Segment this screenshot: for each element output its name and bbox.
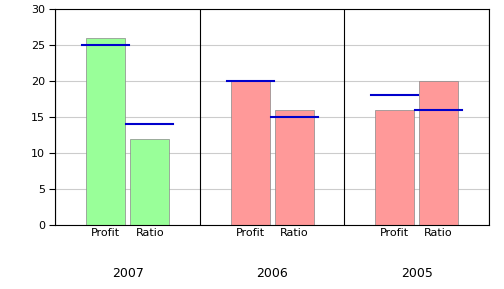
Bar — [275, 110, 314, 225]
Bar — [130, 139, 169, 225]
Bar — [230, 81, 270, 225]
Bar — [375, 110, 414, 225]
Bar — [419, 81, 458, 225]
Bar — [86, 38, 125, 225]
